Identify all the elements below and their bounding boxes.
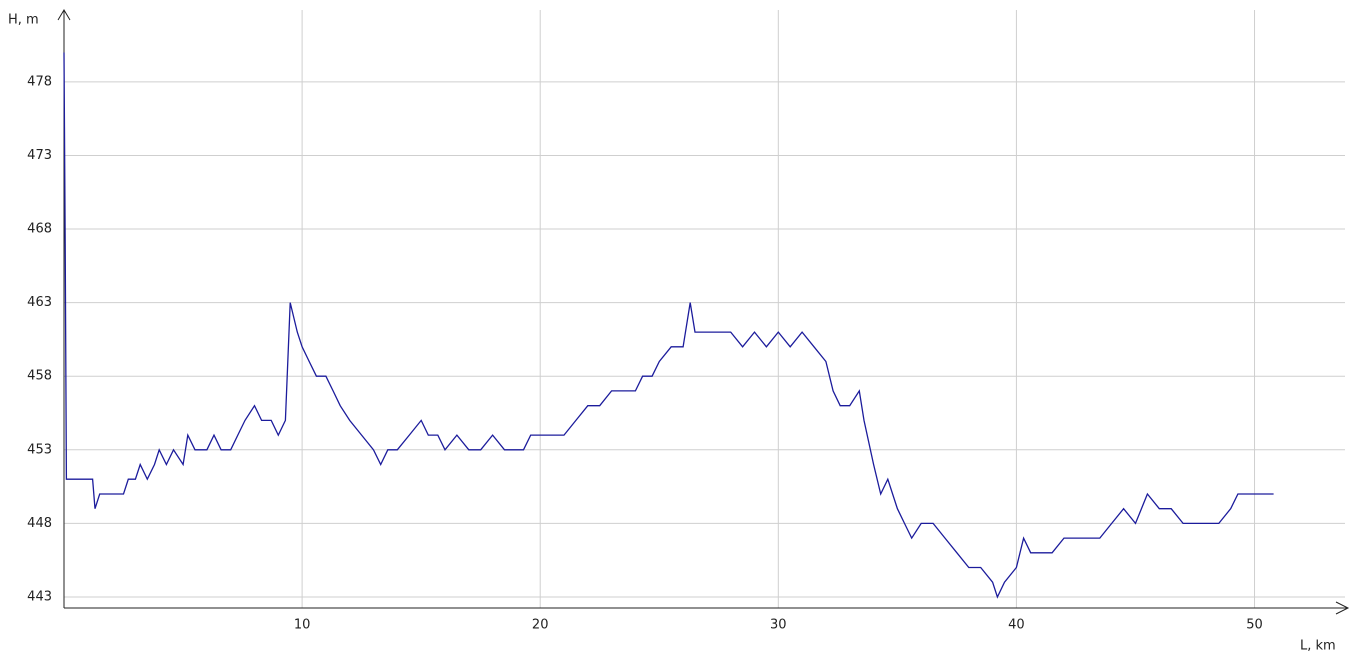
- y-tick-label: 448: [27, 516, 52, 531]
- x-tick-label: 10: [294, 618, 311, 633]
- y-axis-label: H, m: [8, 13, 39, 28]
- y-tick-label: 473: [27, 148, 52, 163]
- x-tick-label: 30: [770, 618, 787, 633]
- y-tick-label: 453: [27, 442, 52, 457]
- x-tick-label: 50: [1246, 618, 1263, 633]
- grid: [64, 10, 1345, 608]
- elevation-line: [63, 52, 1274, 599]
- x-tick-label: 40: [1008, 618, 1025, 633]
- x-tick-label: 20: [532, 618, 549, 633]
- plot: [63, 52, 1274, 599]
- axes: [57, 9, 1350, 615]
- y-tick-label: 468: [27, 222, 52, 237]
- y-tick-label: 478: [27, 74, 52, 89]
- x-axis-label: L, km: [1300, 639, 1336, 654]
- y-tick-label: 463: [27, 295, 52, 310]
- y-tick-label: 443: [27, 589, 52, 604]
- y-tick-label: 458: [27, 369, 52, 384]
